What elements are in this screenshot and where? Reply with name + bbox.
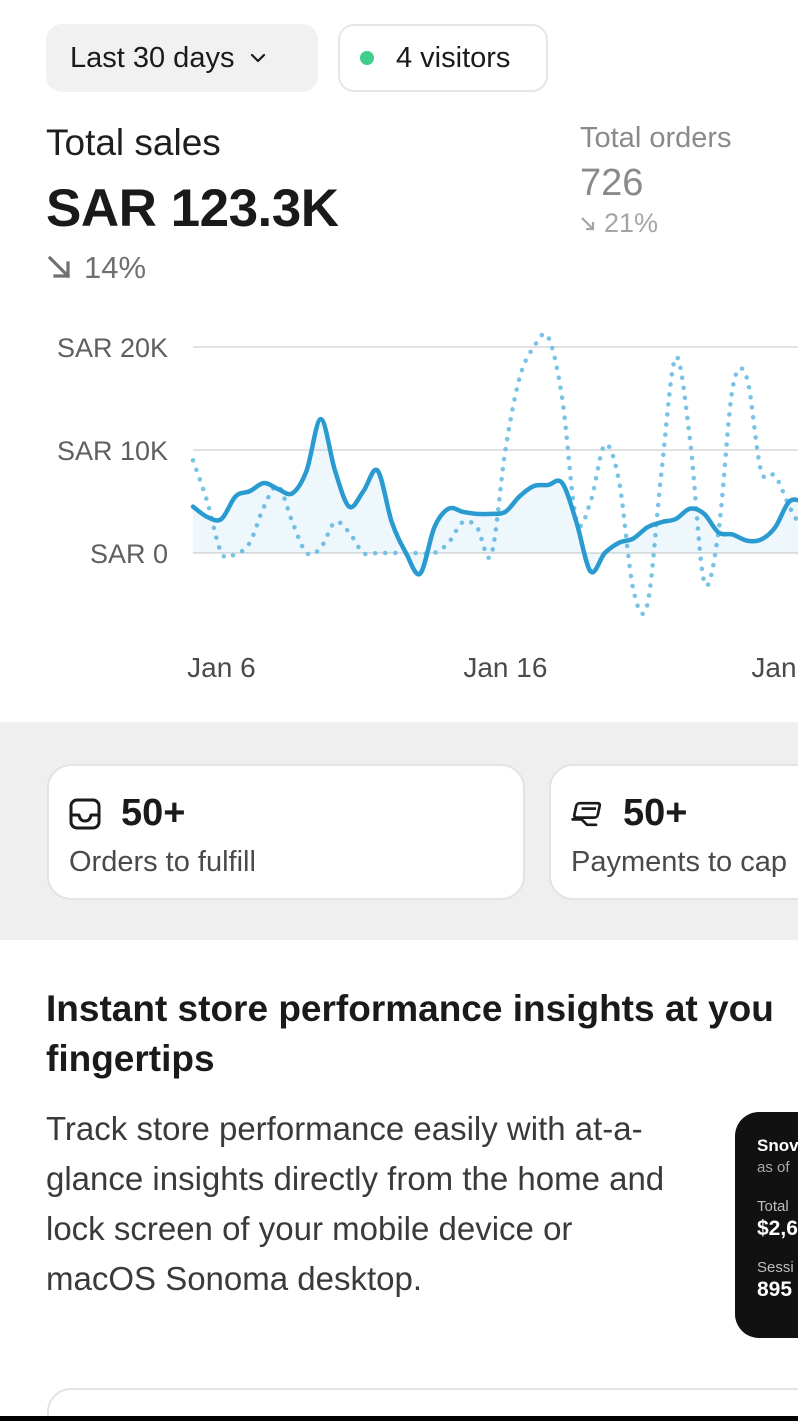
total-sales-value: SAR 123.3K bbox=[46, 179, 339, 238]
total-sales-change-value: 14% bbox=[84, 250, 147, 285]
total-orders-change: 21% bbox=[580, 208, 658, 239]
total-sales-label: Total sales bbox=[46, 122, 221, 163]
promo-title: Instant store performance insights at yo… bbox=[46, 984, 798, 1084]
current-series-line bbox=[190, 416, 798, 577]
widget-sessions-value: 895 bbox=[757, 1278, 793, 1301]
next-card[interactable] bbox=[47, 1388, 798, 1416]
sales-line-chart[interactable]: SAR 20K SAR 10K SAR 0 Jan 6 Jan 16 Jan 2 bbox=[0, 310, 798, 710]
orders-to-fulfill-card[interactable]: 50+ Orders to fulfill bbox=[47, 764, 525, 900]
total-orders-change-value: 21% bbox=[604, 208, 659, 238]
date-range-label: Last 30 days bbox=[70, 41, 235, 74]
y-tick-label: SAR 10K bbox=[57, 436, 168, 466]
promo-description: Track store performance easily with at-a… bbox=[46, 1110, 665, 1297]
x-tick-label: Jan 6 bbox=[187, 652, 256, 683]
y-tick-label: SAR 0 bbox=[90, 539, 168, 569]
y-tick-label: SAR 20K bbox=[57, 333, 168, 363]
live-status-dot bbox=[360, 51, 374, 65]
total-orders-label: Total orders bbox=[580, 122, 732, 154]
live-visitors-button[interactable]: 4 visitors bbox=[338, 24, 548, 92]
promo-title-line-2: fingertips bbox=[46, 1038, 215, 1079]
widget-total-value: $2,6 bbox=[757, 1217, 798, 1240]
widget-total-label: Total bbox=[757, 1198, 789, 1215]
date-range-dropdown[interactable]: Last 30 days bbox=[46, 24, 318, 92]
payments-to-capture-count: 50+ bbox=[623, 792, 688, 834]
x-tick-label: Jan 16 bbox=[463, 652, 547, 683]
x-tick-label: Jan 2 bbox=[751, 652, 798, 683]
payments-to-capture-label: Payments to cap bbox=[571, 846, 787, 878]
total-orders-value: 726 bbox=[580, 162, 644, 204]
action-cards-section: 50+ Orders to fulfill 50+ Payments to ca… bbox=[0, 722, 798, 940]
series-area bbox=[193, 419, 798, 575]
widget-preview: Snov as of Total $2,6 Sessi 895 bbox=[735, 1112, 798, 1338]
inbox-icon bbox=[69, 798, 101, 830]
widget-sessions-label: Sessi bbox=[757, 1259, 794, 1276]
trend-down-icon bbox=[47, 255, 71, 279]
total-sales-change: 14% bbox=[46, 250, 146, 286]
orders-to-fulfill-count: 50+ bbox=[121, 792, 186, 834]
payments-to-capture-card[interactable]: 50+ Payments to cap bbox=[549, 764, 798, 900]
visitors-label: 4 visitors bbox=[396, 41, 511, 74]
promo-title-line-1: Instant store performance insights at yo… bbox=[46, 988, 774, 1029]
comparison-series-line bbox=[190, 331, 798, 616]
chevron-down-icon bbox=[251, 53, 266, 63]
widget-subtitle: as of bbox=[757, 1159, 790, 1176]
payment-icon bbox=[571, 801, 602, 827]
orders-to-fulfill-label: Orders to fulfill bbox=[69, 846, 256, 878]
trend-down-icon bbox=[581, 216, 595, 230]
widget-title: Snov bbox=[757, 1136, 798, 1155]
